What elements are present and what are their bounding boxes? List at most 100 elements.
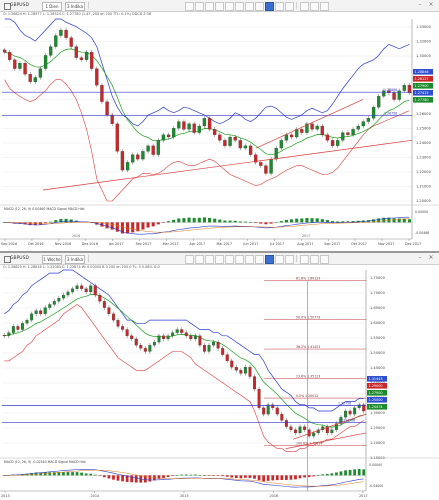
bearish-candle[interactable] <box>110 114 114 124</box>
bearish-candle[interactable] <box>392 92 396 100</box>
bearish-candle[interactable] <box>280 414 284 421</box>
hline-tool-icon[interactable] <box>215 255 224 264</box>
trendline[interactable] <box>293 413 367 440</box>
bullish-candle[interactable] <box>402 85 406 91</box>
bearish-candle[interactable] <box>225 354 229 361</box>
bearish-candle[interactable] <box>257 388 261 408</box>
bearish-candle[interactable] <box>325 426 329 434</box>
bearish-candle[interactable] <box>184 332 188 336</box>
bullish-candle[interactable] <box>152 341 156 346</box>
bullish-candle[interactable] <box>193 335 197 340</box>
window-checkbox[interactable] <box>4 3 11 10</box>
close-icon[interactable]: × <box>428 254 434 261</box>
bearish-candle[interactable] <box>105 101 109 116</box>
channel-tool-icon[interactable] <box>255 255 264 264</box>
bearish-candle[interactable] <box>115 123 119 152</box>
bearish-candle[interactable] <box>289 134 294 138</box>
bullish-candle[interactable] <box>89 285 93 293</box>
bearish-candle[interactable] <box>198 335 202 346</box>
bearish-candle[interactable] <box>275 407 279 415</box>
bearish-candle[interactable] <box>23 63 27 75</box>
bullish-candle[interactable] <box>243 145 248 149</box>
bearish-candle[interactable] <box>264 165 268 174</box>
bullish-candle[interactable] <box>30 313 34 321</box>
bearish-candle[interactable] <box>284 420 288 427</box>
bullish-candle[interactable] <box>166 335 170 340</box>
bearish-candle[interactable] <box>39 310 43 314</box>
bearish-candle[interactable] <box>90 51 94 69</box>
zoom-icon[interactable] <box>195 255 204 264</box>
fibonacci-tool-icon[interactable] <box>225 2 234 11</box>
bullish-candle[interactable] <box>243 367 247 374</box>
line-tool-icon[interactable] <box>205 2 214 11</box>
bar-type-icon[interactable] <box>275 255 284 264</box>
bullish-candle[interactable] <box>177 121 181 129</box>
bearish-candle[interactable] <box>2 49 7 53</box>
bearish-candle[interactable] <box>307 429 311 437</box>
bar-type-icon[interactable] <box>275 2 284 11</box>
bullish-candle[interactable] <box>48 304 52 308</box>
bearish-candle[interactable] <box>130 335 134 340</box>
template-icon[interactable] <box>310 255 319 264</box>
bearish-candle[interactable] <box>162 335 165 340</box>
bearish-candle[interactable] <box>238 140 242 149</box>
bearish-candle[interactable] <box>120 151 125 171</box>
bullish-candle[interactable] <box>38 68 43 78</box>
bullish-candle[interactable] <box>274 147 278 160</box>
bearish-candle[interactable] <box>74 46 78 58</box>
bearish-candle[interactable] <box>143 348 147 352</box>
bearish-candle[interactable] <box>2 335 6 337</box>
bearish-candle[interactable] <box>180 329 184 333</box>
bearish-candle[interactable] <box>134 338 138 346</box>
bullish-candle[interactable] <box>57 298 61 302</box>
bullish-candle[interactable] <box>212 341 216 346</box>
bullish-candle[interactable] <box>175 329 179 333</box>
bullish-candle[interactable] <box>305 123 309 133</box>
bullish-candle[interactable] <box>371 107 376 119</box>
template-icon[interactable] <box>310 2 319 11</box>
bullish-candle[interactable] <box>330 429 334 434</box>
bullish-candle[interactable] <box>197 125 201 133</box>
bearish-candle[interactable] <box>69 37 73 47</box>
text-tool-icon[interactable] <box>235 2 244 11</box>
bullish-candle[interactable] <box>382 90 386 97</box>
bearish-candle[interactable] <box>254 154 258 163</box>
bearish-candle[interactable] <box>182 121 186 130</box>
bearish-candle[interactable] <box>16 326 20 330</box>
window-divider[interactable] <box>0 251 439 253</box>
screenshot-icon[interactable] <box>320 2 329 11</box>
bearish-candle[interactable] <box>216 341 220 349</box>
chart-area-daily[interactable]: 1.330001.320001.300001.290001.280001.270… <box>0 11 439 251</box>
bearish-candle[interactable] <box>166 134 171 138</box>
bullish-candle[interactable] <box>315 125 319 130</box>
bearish-candle[interactable] <box>100 85 104 102</box>
bullish-candle[interactable] <box>228 136 232 146</box>
bullish-candle[interactable] <box>269 158 273 174</box>
bearish-candle[interactable] <box>192 123 196 133</box>
bearish-candle[interactable] <box>28 74 32 82</box>
line-type-icon[interactable] <box>285 255 294 264</box>
bearish-candle[interactable] <box>136 154 140 160</box>
bearish-candle[interactable] <box>112 313 115 321</box>
shape-tool-icon[interactable] <box>245 255 254 264</box>
bearish-candle[interactable] <box>8 51 12 60</box>
bearish-candle[interactable] <box>362 404 366 412</box>
bullish-candle[interactable] <box>334 423 338 430</box>
bullish-candle[interactable] <box>357 404 361 408</box>
symbol-label[interactable]: GBPUSD <box>10 3 29 8</box>
window-checkbox[interactable] <box>4 256 11 263</box>
bullish-candle[interactable] <box>156 140 160 155</box>
bullish-candle[interactable] <box>202 118 207 127</box>
bearish-candle[interactable] <box>234 367 238 371</box>
bullish-candle[interactable] <box>7 332 11 336</box>
bullish-candle[interactable] <box>43 55 48 69</box>
timeframe-select[interactable]: 1 Woche <box>42 255 62 264</box>
bearish-candle[interactable] <box>289 426 293 430</box>
bearish-candle[interactable] <box>207 118 212 130</box>
bearish-candle[interactable] <box>221 348 225 355</box>
bearish-candle[interactable] <box>139 345 143 349</box>
bearish-candle[interactable] <box>294 429 297 434</box>
crosshair-icon[interactable] <box>185 255 194 264</box>
bearish-candle[interactable] <box>303 426 307 430</box>
bullish-candle[interactable] <box>21 323 24 330</box>
